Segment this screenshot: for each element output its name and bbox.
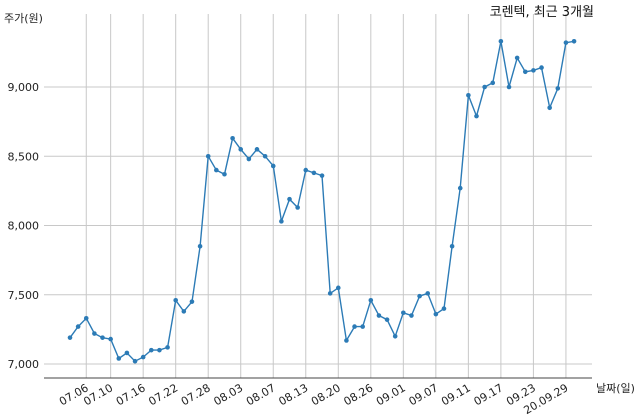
- data-point: [124, 350, 130, 356]
- data-point: [295, 205, 300, 210]
- data-point: [498, 38, 504, 44]
- data-point: [409, 313, 414, 318]
- data-point: [392, 334, 398, 339]
- data-point: [100, 335, 105, 340]
- data-point: [116, 356, 122, 361]
- x-tick-label: 09.11: [439, 381, 473, 408]
- x-tick-label: 07.28: [179, 381, 213, 408]
- data-point: [149, 347, 154, 353]
- data-point: [157, 347, 162, 353]
- x-tick-labels: 07.0607.1007.1607.2207.2808.0308.0708.13…: [57, 381, 570, 417]
- y-tick-labels: 7,000 7,500 8,000 8,500 9,000: [8, 81, 40, 371]
- data-point: [108, 336, 113, 342]
- x-tick-label: 09.07: [407, 381, 441, 408]
- data-point: [482, 84, 487, 90]
- data-point: [563, 40, 569, 45]
- grid-layer: [44, 14, 592, 378]
- data-point: [197, 243, 203, 249]
- data-point: [181, 309, 187, 314]
- x-tick-label: 08.20: [309, 381, 343, 408]
- data-point: [490, 80, 496, 86]
- series-layer: [67, 38, 577, 364]
- data-point: [132, 358, 138, 364]
- data-point: [522, 69, 528, 75]
- chart-title: 코렌텍, 최근 3개월: [490, 5, 594, 20]
- x-tick-label: 09.01: [374, 381, 408, 408]
- y-tick-label: 9,000: [8, 81, 40, 94]
- data-point: [466, 93, 471, 98]
- series-line: [69, 40, 575, 363]
- data-point: [238, 147, 244, 152]
- data-point: [474, 113, 479, 119]
- data-point: [75, 324, 81, 329]
- data-point: [352, 324, 357, 329]
- data-point: [555, 86, 561, 91]
- data-point: [335, 285, 341, 291]
- x-tick-label: 07.16: [114, 381, 148, 408]
- data-point: [303, 167, 309, 173]
- x-axis-title: 날짜(일): [596, 381, 635, 395]
- data-point: [401, 310, 406, 316]
- data-point: [376, 313, 382, 318]
- data-point: [441, 306, 447, 311]
- data-point: [270, 163, 276, 169]
- data-point: [457, 185, 463, 191]
- x-tick-label: 08.13: [276, 381, 310, 408]
- data-point: [506, 84, 512, 90]
- data-point: [433, 311, 439, 317]
- y-tick-label: 8,000: [8, 220, 40, 233]
- data-point: [279, 219, 284, 224]
- data-point: [425, 291, 431, 296]
- data-point: [311, 170, 317, 176]
- data-point: [514, 55, 520, 61]
- data-point: [531, 68, 536, 73]
- data-point: [327, 291, 333, 296]
- data-point: [246, 156, 252, 162]
- x-tick-label: 08.07: [244, 381, 278, 408]
- x-tick-label: 09.17: [472, 381, 506, 408]
- y-axis-title: 주가(원): [4, 12, 43, 25]
- data-point: [254, 147, 260, 152]
- data-point: [344, 338, 349, 343]
- data-point: [140, 354, 146, 360]
- data-point: [368, 297, 374, 303]
- x-tick-label: 07.22: [146, 381, 180, 408]
- data-point: [165, 345, 170, 350]
- x-tick-label: 08.26: [342, 381, 376, 408]
- x-tick-label: 08.03: [211, 381, 245, 408]
- data-point: [173, 297, 178, 303]
- data-point: [83, 315, 89, 321]
- data-point: [67, 335, 73, 340]
- data-point: [539, 65, 544, 70]
- data-point: [205, 153, 211, 159]
- data-point: [222, 171, 227, 177]
- data-point: [547, 105, 552, 111]
- y-tick-label: 7,000: [8, 358, 40, 371]
- data-point: [189, 299, 195, 304]
- data-point: [417, 293, 422, 299]
- y-tick-label: 8,500: [8, 150, 40, 163]
- data-point: [449, 243, 455, 249]
- y-tick-label: 7,500: [8, 289, 40, 302]
- data-point: [319, 173, 325, 178]
- data-point: [287, 196, 292, 202]
- data-point: [571, 38, 577, 44]
- data-point: [214, 167, 219, 173]
- data-point: [262, 153, 268, 159]
- data-point: [230, 135, 235, 141]
- data-point: [92, 331, 97, 336]
- data-point: [384, 317, 390, 322]
- data-point: [360, 324, 365, 329]
